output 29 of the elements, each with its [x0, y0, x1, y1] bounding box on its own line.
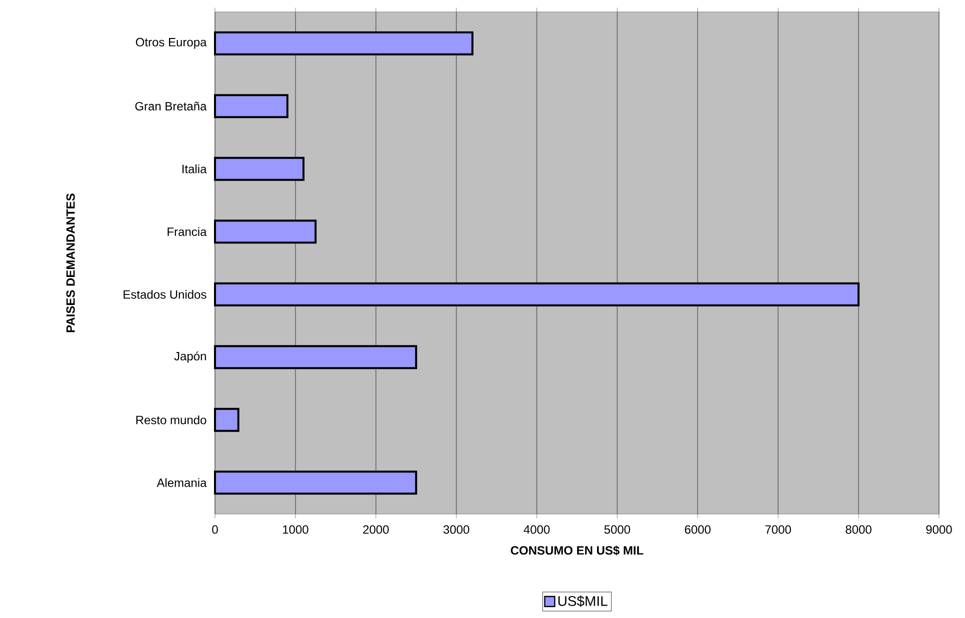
x-tick-label: 0	[212, 525, 218, 534]
y-tick-label: Francia	[168, 227, 207, 236]
x-tick-label: 8000	[846, 525, 872, 534]
bar	[214, 408, 240, 432]
y-tick-label: Japón	[174, 351, 206, 363]
y-tick-label: Alemania	[156, 478, 207, 488]
x-tick-label: 3000	[443, 525, 470, 534]
x-tick-label: 4000	[524, 525, 550, 534]
y-tick-label: Gran Bretaña	[135, 102, 207, 110]
x-tick-label: 6000	[684, 525, 711, 534]
bar	[214, 345, 418, 370]
bar	[214, 156, 304, 181]
bar	[214, 94, 288, 118]
y-tick-label: Estados Unidos	[124, 290, 206, 299]
bar	[214, 470, 418, 495]
x-tick-label: 2000	[363, 525, 389, 534]
x-tick-label: 1000	[283, 525, 308, 534]
y-tick-label: Italia	[182, 164, 207, 174]
x-tick-label: 5000	[604, 525, 630, 534]
x-tick-label: 9000	[926, 525, 952, 534]
y-tick-label: Resto mundo	[136, 415, 206, 424]
x-tick-label: 7000	[765, 525, 791, 534]
x-axis-title: CONSUMO EN US$ MIL	[510, 546, 644, 556]
legend-label: US$MIL	[558, 595, 608, 607]
bar	[214, 31, 474, 56]
y-axis-title: PAISES DEMANDANTES	[66, 194, 75, 332]
y-tick-label: Otros Europa	[136, 38, 207, 49]
bar	[214, 282, 860, 306]
bar	[214, 220, 317, 244]
